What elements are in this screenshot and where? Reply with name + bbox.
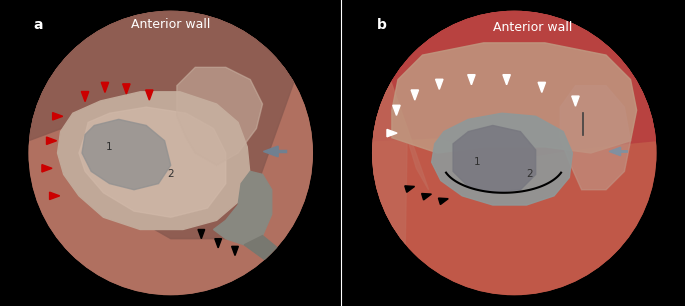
Polygon shape [436, 79, 443, 89]
Polygon shape [560, 86, 631, 190]
Text: a: a [33, 18, 42, 32]
Polygon shape [264, 146, 278, 157]
Polygon shape [198, 230, 205, 239]
Polygon shape [244, 236, 296, 275]
Polygon shape [392, 43, 636, 153]
Polygon shape [387, 129, 397, 137]
Text: b: b [377, 18, 386, 32]
Polygon shape [214, 171, 272, 245]
Text: 1: 1 [106, 142, 113, 152]
Polygon shape [438, 198, 448, 204]
Polygon shape [177, 67, 262, 165]
Polygon shape [373, 11, 656, 159]
Polygon shape [411, 90, 419, 100]
Polygon shape [468, 75, 475, 85]
Polygon shape [82, 91, 89, 102]
Polygon shape [29, 11, 294, 239]
Circle shape [29, 11, 313, 295]
Polygon shape [453, 125, 536, 193]
Polygon shape [215, 239, 221, 248]
Polygon shape [146, 90, 153, 100]
Polygon shape [53, 113, 63, 120]
Polygon shape [422, 193, 432, 200]
Text: Anterior wall: Anterior wall [493, 21, 572, 34]
Polygon shape [432, 113, 573, 205]
Polygon shape [503, 75, 510, 85]
Polygon shape [79, 107, 226, 217]
Polygon shape [123, 84, 130, 94]
Text: 1: 1 [474, 157, 481, 167]
Text: Anterior wall: Anterior wall [131, 18, 210, 31]
Polygon shape [42, 165, 52, 172]
Polygon shape [405, 186, 414, 192]
Polygon shape [101, 82, 109, 92]
Polygon shape [82, 119, 171, 190]
Text: 2: 2 [526, 170, 533, 179]
Polygon shape [372, 82, 429, 244]
Polygon shape [58, 92, 250, 230]
Polygon shape [232, 246, 238, 256]
Polygon shape [47, 137, 57, 144]
Circle shape [372, 11, 656, 295]
Polygon shape [393, 105, 400, 115]
Text: 2: 2 [167, 170, 174, 179]
Polygon shape [49, 192, 60, 200]
Polygon shape [609, 147, 621, 156]
Polygon shape [572, 96, 579, 106]
Polygon shape [538, 82, 545, 92]
